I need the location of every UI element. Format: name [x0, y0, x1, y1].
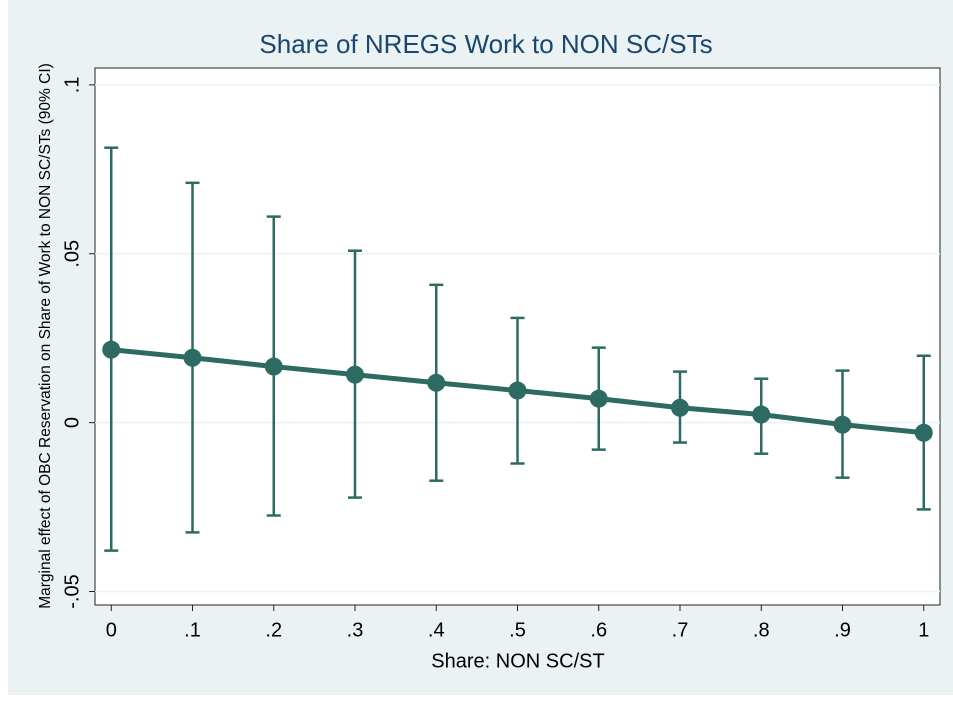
x-tick-label: .9 [834, 619, 851, 641]
point [752, 405, 771, 424]
x-tick-label: 0 [106, 619, 117, 641]
y-tick-label: .05 [61, 240, 83, 268]
y-tick-label: 0 [61, 417, 83, 428]
point [671, 398, 689, 417]
point [346, 365, 364, 384]
point [508, 381, 527, 400]
x-tick-label: .7 [672, 619, 689, 641]
x-tick-label: .1 [184, 619, 201, 641]
x-tick-label: .6 [590, 619, 607, 641]
point [427, 373, 446, 392]
chart-title: Share of NREGS Work to NON SC/STs [259, 29, 712, 59]
y-axis-label: Marginal effect of OBC Reservation on Sh… [37, 63, 54, 609]
y-tick-label: .1 [61, 77, 83, 94]
x-tick-label: .5 [509, 619, 526, 641]
point [914, 423, 933, 442]
point [183, 348, 202, 367]
x-tick-label: .2 [265, 619, 282, 641]
x-tick-label: .8 [753, 619, 770, 641]
x-axis-label: Share: NON SC/ST [431, 650, 604, 672]
y-tick-label: -.05 [61, 574, 83, 608]
point [102, 340, 121, 359]
point [264, 357, 283, 376]
x-tick-label: .3 [347, 619, 364, 641]
point [589, 389, 608, 408]
x-tick-label: 1 [918, 619, 929, 641]
x-tick-label: .4 [428, 619, 445, 641]
point [833, 415, 852, 434]
